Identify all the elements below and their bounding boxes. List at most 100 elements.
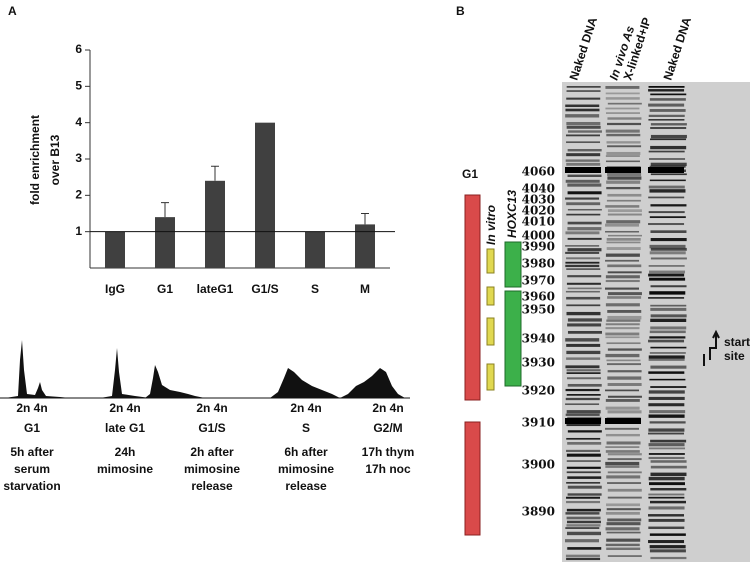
gel-band (566, 466, 601, 469)
gel-band (649, 109, 686, 112)
start-arrow (703, 329, 720, 366)
gel-band (566, 424, 601, 427)
gel-band (650, 230, 687, 233)
x-tick-label: lateG1 (197, 282, 234, 296)
gel-band (565, 245, 600, 247)
gel-band (648, 196, 685, 199)
gel-band (649, 533, 686, 536)
gel-band (606, 151, 641, 155)
gel-band (607, 370, 642, 373)
gel-band (607, 122, 642, 126)
gel-band (649, 352, 686, 354)
gel-band (650, 204, 687, 207)
gel-band (606, 166, 641, 168)
gel-band (649, 500, 686, 504)
gel-band (607, 496, 642, 499)
gel-band (650, 134, 687, 139)
gel-band (566, 481, 601, 484)
gel-band (648, 432, 685, 435)
size-marker: 3910 (522, 416, 555, 430)
gel-band (606, 531, 641, 534)
gel-band (648, 355, 685, 359)
gel-band (649, 165, 686, 168)
gel-band (566, 257, 601, 260)
gel-band (649, 545, 686, 549)
gel-band (606, 220, 641, 224)
gel-band (567, 430, 602, 433)
y-tick-label: 2 (75, 188, 82, 202)
gel-band (607, 213, 642, 216)
gel-band (605, 427, 640, 430)
gel-band (607, 376, 642, 380)
gel-band (566, 453, 601, 457)
condition-label: mimosine (278, 462, 334, 476)
gel-band (648, 167, 684, 173)
gel-band (650, 326, 687, 330)
gel-band (650, 93, 687, 96)
gel-band (565, 403, 600, 406)
gel-band (650, 257, 687, 260)
gel-band (605, 336, 640, 339)
gel-band (605, 332, 640, 336)
gel-band (648, 493, 685, 496)
gel-band (607, 518, 642, 522)
gel-band (607, 209, 642, 213)
gel-band (648, 390, 685, 394)
gel-band (606, 508, 641, 511)
gel-band (605, 406, 640, 410)
condition-label: mimosine (184, 462, 240, 476)
gel-band (649, 189, 686, 193)
gel-band (650, 307, 687, 311)
gel-band (606, 141, 641, 144)
gel-band (650, 126, 687, 130)
size-marker: 3970 (522, 274, 555, 288)
gel-band (605, 353, 640, 358)
gel-band (567, 318, 602, 322)
gel-band (607, 410, 642, 414)
size-marker: 3960 (522, 290, 555, 304)
gel-band (649, 216, 686, 219)
gel-band (567, 227, 602, 231)
gel-band (566, 357, 601, 360)
g1-label: G1 (462, 167, 478, 181)
histogram (270, 368, 340, 398)
gel-band (566, 202, 601, 206)
gel-band (605, 303, 640, 307)
size-marker: 3900 (522, 458, 555, 472)
size-marker: 3890 (522, 505, 555, 519)
gel-band (565, 388, 600, 392)
gel-band (605, 205, 640, 208)
gel-band (607, 488, 642, 492)
bar (255, 122, 275, 269)
bar (355, 224, 375, 268)
gel-band (567, 287, 602, 290)
gel-band (607, 383, 642, 386)
gel-band (649, 410, 686, 414)
gel-band (606, 441, 641, 445)
gel-band (648, 414, 685, 418)
condition-label: mimosine (97, 462, 153, 476)
size-marker: 3990 (522, 240, 555, 254)
phase-label: G2/M (373, 421, 402, 435)
gel-band (650, 173, 687, 176)
gel-band (567, 485, 602, 489)
gel-band (648, 518, 685, 522)
y-tick-label: 1 (75, 224, 82, 238)
phase-label: G1 (24, 421, 40, 435)
histogram (145, 365, 205, 398)
gel-band (607, 176, 642, 180)
gel-band (650, 365, 687, 369)
y-tick-label: 6 (75, 42, 82, 56)
gel-band (565, 134, 600, 137)
gel-band (605, 107, 640, 110)
gel-band (649, 291, 686, 295)
gel-band (565, 539, 600, 543)
phase-label: late G1 (105, 421, 145, 435)
gel-band (566, 153, 601, 157)
gel-band (606, 319, 641, 322)
gel-band (565, 527, 600, 529)
gel-band (565, 167, 601, 173)
gel-band (648, 339, 685, 343)
condition-label: 24h (115, 445, 136, 459)
gel-band (567, 442, 602, 445)
